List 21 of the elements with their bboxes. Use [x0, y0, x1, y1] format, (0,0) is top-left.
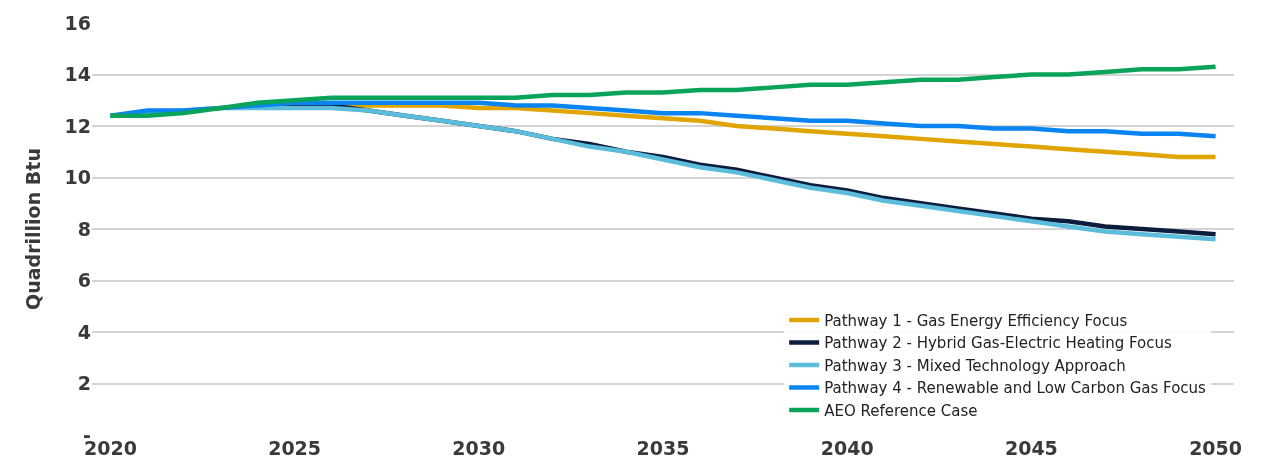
legend-label: Pathway 1 - Gas Energy Efficiency Focus	[824, 311, 1128, 330]
y-tick-label: 8	[77, 217, 91, 240]
legend-label: AEO Reference Case	[824, 401, 978, 420]
x-tick-label: 2035	[636, 437, 690, 459]
x-tick-label: 2050	[1189, 437, 1243, 459]
legend-label: Pathway 3 - Mixed Technology Approach	[824, 356, 1126, 375]
y-tick-label: 16	[64, 11, 91, 34]
y-tick-label: 14	[64, 63, 91, 86]
y-tick-label: 12	[64, 114, 91, 137]
y-tick-label: 4	[77, 320, 91, 343]
line-series	[108, 64, 1218, 118]
x-tick-label: 2040	[820, 437, 874, 459]
legend-label: Pathway 2 - Hybrid Gas-Electric Heating Focus	[824, 334, 1172, 353]
y-tick-label: 10	[64, 166, 91, 189]
y-axis-title: Quadrillion Btu	[22, 148, 45, 310]
legend-label: Pathway 4 - Renewable and Low Carbon Gas Focus	[824, 379, 1207, 398]
x-tick-label: 2030	[452, 437, 506, 459]
y-tick-label: 6	[77, 269, 91, 292]
x-tick-label: 2045	[1004, 437, 1058, 459]
x-tick-label: 2025	[268, 437, 322, 459]
y-tick-label: 2	[77, 372, 91, 395]
